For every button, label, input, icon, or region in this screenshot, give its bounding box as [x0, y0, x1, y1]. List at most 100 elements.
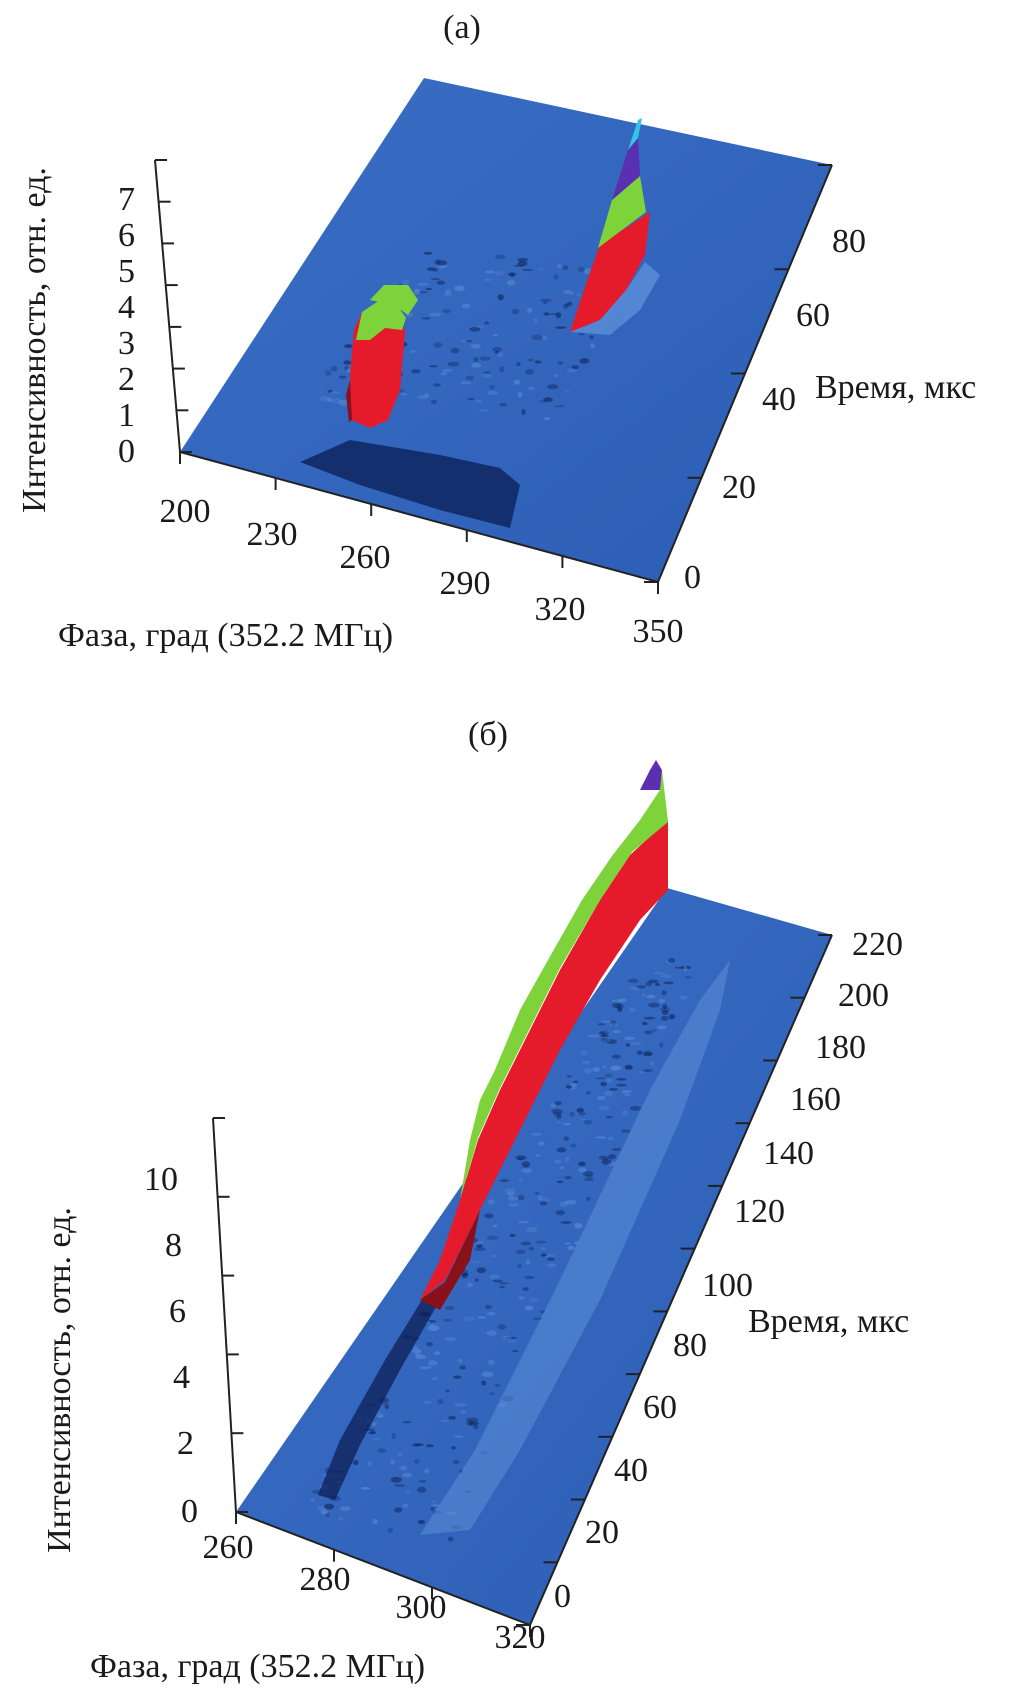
surface-speckle — [402, 1472, 412, 1478]
surface-speckle — [469, 1421, 479, 1426]
surface-speckle — [485, 1304, 492, 1310]
surface-speckle — [656, 1025, 667, 1030]
surface-speckle — [507, 1202, 519, 1207]
surface-speckle — [494, 350, 500, 354]
panel-a-z-label: Интенсивность, отн. ед. — [16, 167, 53, 513]
surface-speckle — [424, 393, 429, 397]
surface-speckle — [344, 344, 353, 348]
surface-speckle — [663, 981, 674, 985]
surface-speckle — [474, 325, 485, 328]
surface-speckle — [447, 361, 460, 367]
surface-speckle — [537, 1141, 545, 1146]
surface-speckle — [400, 393, 408, 396]
surface-speckle — [529, 1297, 539, 1302]
surface-speckle — [437, 1399, 444, 1404]
surface-speckle — [624, 1036, 635, 1041]
surface-speckle — [642, 1069, 654, 1072]
surface-speckle — [411, 1443, 421, 1447]
panel-a-y-tick: 80 — [832, 223, 866, 260]
surface-speckle — [440, 1419, 450, 1423]
surface-speckle — [330, 391, 341, 395]
surface-speckle — [615, 1004, 624, 1009]
surface-speckle — [499, 366, 505, 373]
panel-a-z-tick: 4 — [118, 289, 135, 326]
surface-speckle — [538, 267, 544, 271]
panel-a-x-tick: 350 — [633, 613, 684, 650]
surface-speckle — [489, 1392, 496, 1396]
panel-b-y-tick: 100 — [702, 1267, 753, 1304]
surface-speckle — [605, 1073, 613, 1078]
surface-speckle — [565, 1200, 577, 1205]
surface-speckle — [441, 371, 447, 376]
surface-speckle — [491, 347, 502, 352]
surface-speckle — [578, 1161, 586, 1167]
panel-b-y-tick: 120 — [734, 1193, 785, 1230]
surface-speckle — [424, 1468, 430, 1474]
panel-a-x-tick: 200 — [160, 493, 211, 530]
surface-speckle — [393, 1484, 406, 1488]
surface-speckle — [517, 392, 523, 398]
surface-speckle — [477, 409, 489, 412]
surface-speckle — [402, 1421, 412, 1424]
surface-speckle — [643, 1016, 656, 1020]
surface-speckle — [533, 317, 538, 323]
surface-speckle — [327, 389, 333, 393]
surface-speckle — [319, 395, 328, 402]
surface-speckle — [598, 1031, 610, 1035]
surface-speckle — [485, 270, 495, 274]
surface-speckle — [444, 1305, 455, 1311]
panel-a-x-tick-labels: 200 230 260 290 320 350 — [160, 493, 684, 650]
surface-speckle — [469, 327, 481, 332]
surface-speckle — [433, 342, 443, 348]
surface-speckle — [521, 409, 526, 415]
surface-speckle — [377, 1414, 384, 1418]
surface-speckle — [486, 1235, 499, 1241]
surface-speckle — [527, 358, 534, 362]
surface-speckle — [507, 272, 517, 277]
surface-speckle — [481, 1380, 486, 1386]
surface-speckle — [483, 278, 492, 282]
surface-speckle — [598, 1105, 610, 1111]
surface-speckle — [413, 1345, 419, 1350]
surface-speckle — [508, 1194, 515, 1199]
surface-speckle — [596, 1095, 606, 1100]
surface-speckle — [413, 288, 421, 295]
panel-b-x-label: Фаза, град (352.2 МГц) — [90, 1648, 425, 1685]
surface-speckle — [479, 356, 491, 361]
surface-speckle — [394, 1507, 403, 1513]
surface-speckle — [522, 1287, 529, 1291]
panel-b-z-tick: 2 — [177, 1425, 194, 1462]
surface-speckle — [601, 1158, 612, 1165]
surface-speckle — [442, 368, 453, 372]
surface-speckle — [461, 1272, 468, 1279]
surface-speckle — [421, 317, 431, 320]
surface-speckle — [562, 265, 569, 271]
surface-speckle — [574, 1222, 583, 1229]
surface-speckle — [524, 1275, 535, 1279]
surface-speckle — [679, 995, 688, 1000]
surface-speckle — [474, 1247, 486, 1251]
surface-speckle — [555, 1121, 562, 1124]
surface-speckle — [630, 1042, 642, 1046]
surface-speckle — [442, 309, 452, 314]
surface-speckle — [636, 1050, 643, 1055]
surface-speckle — [381, 1401, 390, 1406]
panel-b-z-label: Интенсивность, отн. ед. — [41, 1207, 78, 1553]
surface-speckle — [557, 361, 564, 365]
surface-speckle — [615, 1083, 627, 1087]
surface-speckle — [410, 369, 421, 374]
surface-speckle — [610, 1020, 617, 1026]
surface-speckle — [627, 978, 639, 983]
panel-b-y-axis — [529, 934, 833, 1626]
surface-speckle — [465, 375, 475, 381]
surface-speckle — [472, 1424, 479, 1429]
surface-speckle — [426, 1342, 434, 1347]
surface-speckle — [460, 1410, 467, 1414]
surface-speckle — [489, 385, 496, 390]
surface-speckle — [396, 1452, 404, 1457]
surface-speckle — [654, 982, 661, 987]
surface-speckle — [505, 1336, 517, 1339]
surface-speckle — [595, 1136, 607, 1139]
panel-b: (б) 0 2 4 6 8 10 260 2 8 — [41, 716, 909, 1685]
